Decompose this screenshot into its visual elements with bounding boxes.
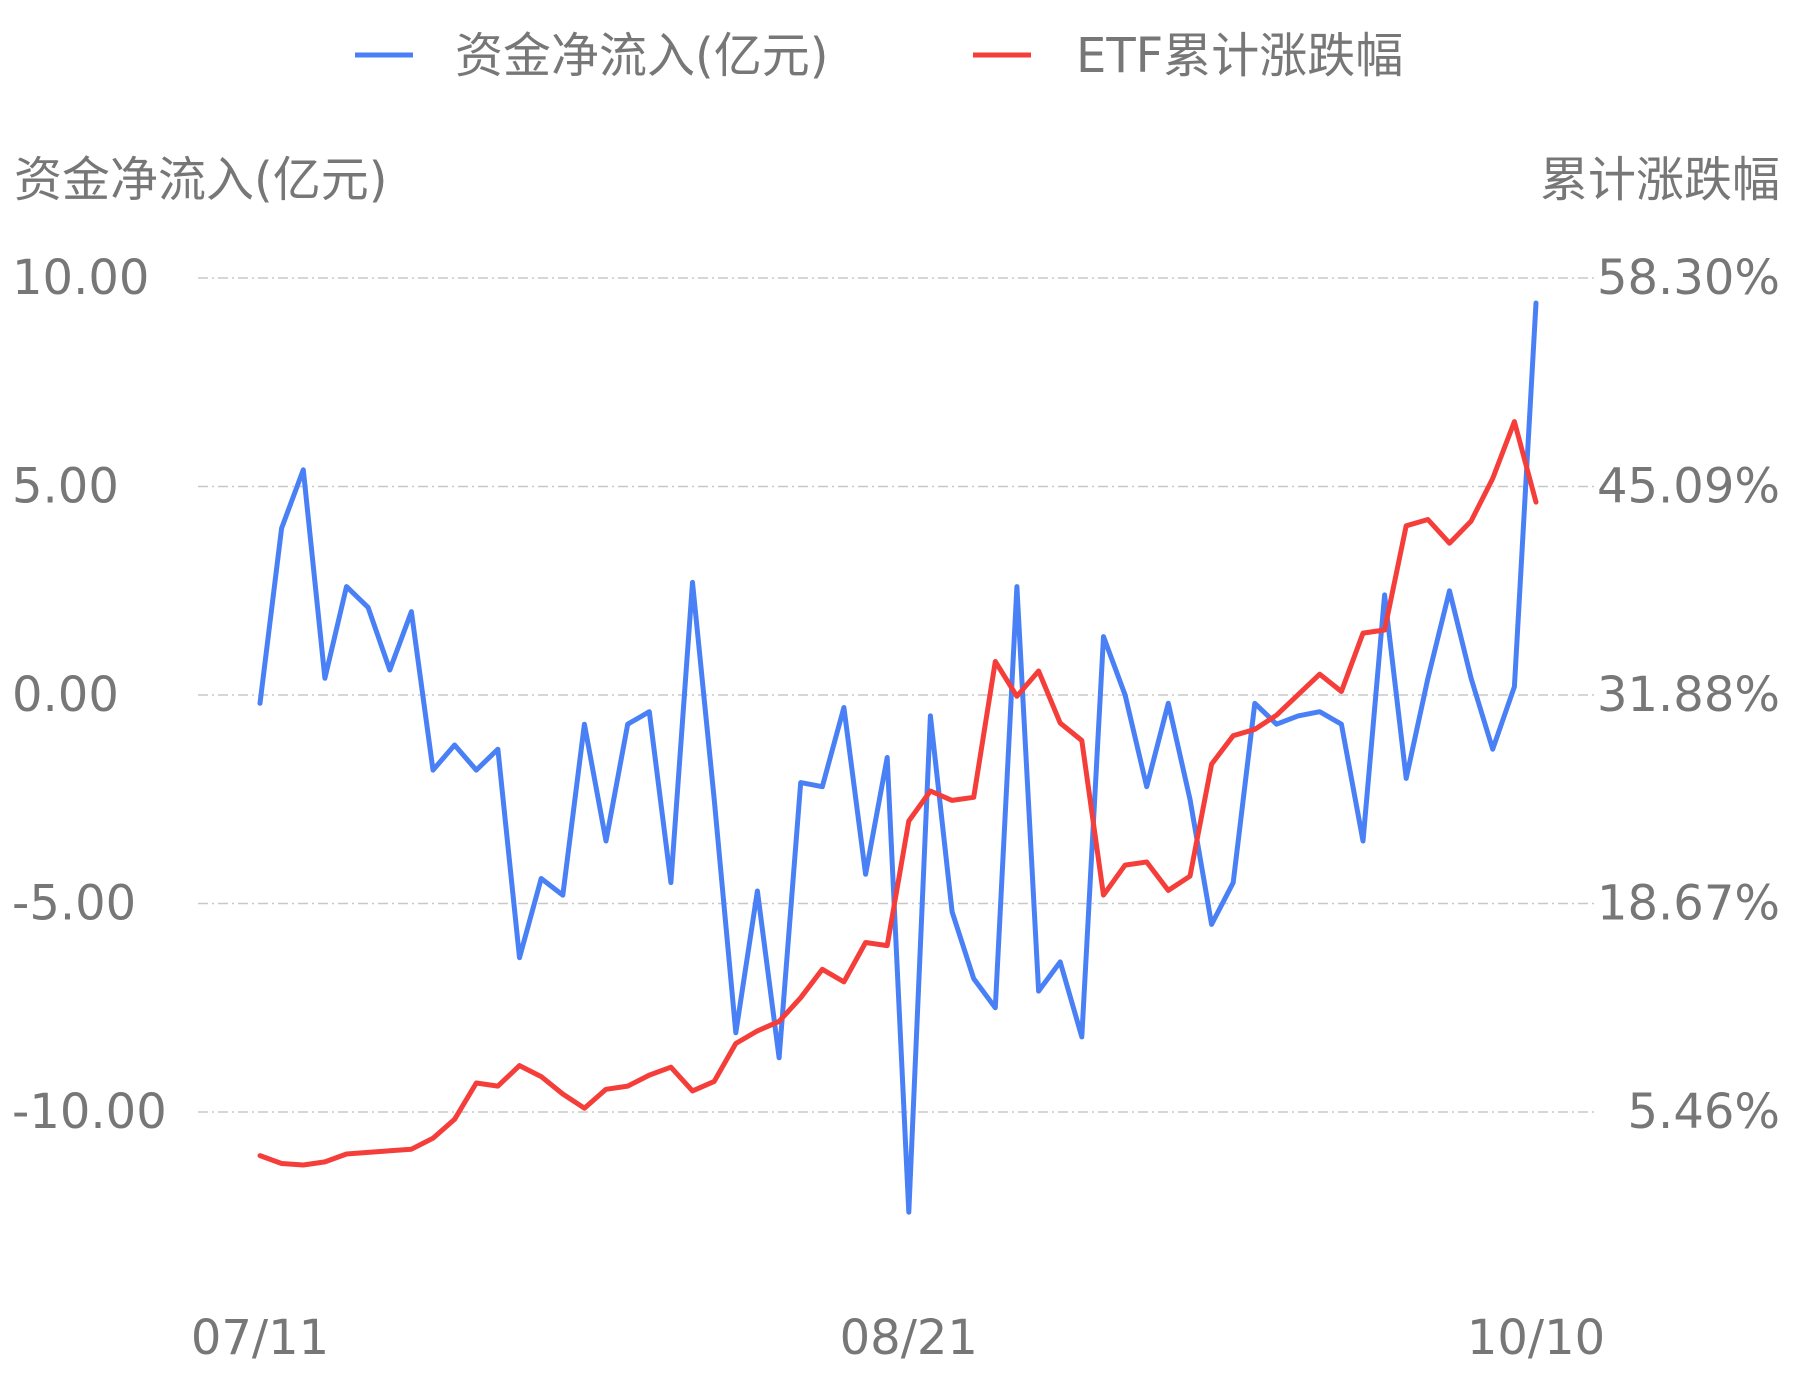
legend: 资金净流入(亿元) ETF累计涨跌幅: [355, 28, 1403, 84]
y-right-ticks: 58.30% 45.09% 31.88% 18.67% 5.46%: [1597, 250, 1780, 1140]
y-left-tick-label: 5.00: [12, 459, 119, 515]
y-left-ticks: 10.00 5.00 0.00 -5.00 -10.00: [12, 250, 167, 1140]
y-right-tick-label: 58.30%: [1597, 250, 1780, 306]
y-right-tick-label: 45.09%: [1597, 459, 1780, 515]
series-line-etf-return: [257, 419, 1539, 1168]
legend-item-etf-return[interactable]: ETF累计涨跌幅: [973, 28, 1403, 84]
gridlines: [198, 277, 1595, 1113]
x-tick-label: 08/21: [840, 1310, 978, 1366]
x-tick-label: 10/10: [1467, 1310, 1605, 1366]
y-left-tick-label: -10.00: [12, 1084, 167, 1140]
y-left-axis-title: 资金净流入(亿元): [14, 152, 387, 208]
y-right-tick-label: 18.67%: [1597, 876, 1780, 932]
y-right-tick-label: 5.46%: [1628, 1084, 1780, 1140]
y-left-tick-label: -5.00: [12, 876, 136, 932]
y-right-tick-label: 31.88%: [1597, 667, 1780, 723]
series-layer: [257, 300, 1539, 1215]
x-tick-label: 07/11: [191, 1310, 329, 1366]
x-ticks: 07/11 08/21 10/10: [191, 1310, 1605, 1366]
legend-item-net-inflow[interactable]: 资金净流入(亿元): [355, 28, 828, 84]
series-line-net-inflow: [257, 300, 1539, 1215]
legend-label-etf-return: ETF累计涨跌幅: [1076, 28, 1403, 84]
legend-label-net-inflow: 资金净流入(亿元): [455, 28, 828, 84]
y-right-axis-title: 累计涨跌幅: [1540, 152, 1780, 208]
y-left-tick-label: 10.00: [12, 250, 149, 306]
y-left-tick-label: 0.00: [12, 667, 119, 723]
